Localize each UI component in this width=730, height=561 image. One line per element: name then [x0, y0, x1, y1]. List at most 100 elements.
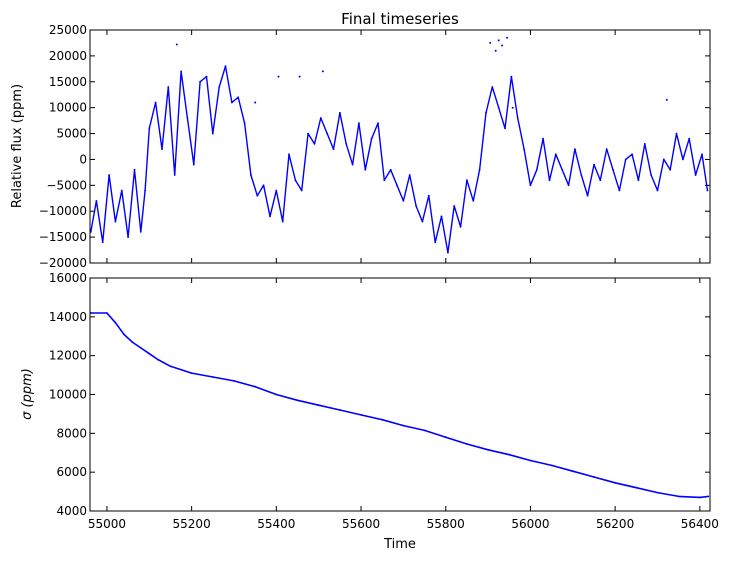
data-point — [169, 365, 172, 368]
data-point — [444, 436, 447, 439]
x-tick-label: 56200 — [596, 517, 634, 531]
x-tick-label: 56000 — [511, 517, 549, 531]
data-point — [218, 86, 221, 88]
data-point — [706, 189, 709, 192]
flux-plot-frame — [89, 29, 711, 264]
data-point — [447, 251, 449, 254]
data-point — [485, 111, 487, 114]
data-point — [108, 174, 110, 176]
y-tick-label: 16000 — [49, 271, 87, 285]
y-tick-label: 15000 — [49, 75, 87, 89]
data-point — [139, 347, 142, 349]
data-point — [662, 158, 665, 161]
data-point — [466, 179, 468, 182]
data-point — [254, 385, 257, 388]
data-point — [491, 86, 494, 88]
data-point — [618, 189, 621, 192]
data-point — [434, 241, 437, 244]
data-point — [440, 215, 443, 218]
data-point — [529, 459, 532, 462]
data-point — [250, 174, 252, 176]
data-point — [542, 137, 544, 140]
sigma-y-ticks: 4000 6000 8000 10000 12000 14000 16000 — [49, 271, 710, 518]
y-tick-label: 25000 — [49, 23, 87, 37]
x-tick-label: 55800 — [427, 517, 465, 531]
y-tick-label: 0 — [79, 152, 87, 166]
data-point — [95, 200, 98, 202]
data-point — [154, 101, 157, 104]
data-point — [161, 148, 163, 151]
data-point — [211, 132, 214, 135]
data-point — [307, 132, 309, 135]
data-point — [669, 168, 672, 171]
data-point — [281, 220, 284, 223]
flux-data-layer — [89, 36, 709, 254]
data-point — [580, 174, 583, 176]
data-point — [148, 127, 151, 130]
data-point — [586, 194, 589, 197]
outlier-point — [175, 43, 178, 46]
flux-panel: Final timeseries −20000 −15000 −10000 −5000… — [10, 10, 711, 270]
data-point — [144, 189, 147, 192]
data-point — [707, 495, 710, 498]
data-point — [114, 220, 117, 223]
flux-y-axis-label: Relative flux (ppm) — [10, 84, 25, 208]
data-point — [487, 448, 489, 451]
data-point — [339, 409, 341, 411]
data-point — [243, 122, 246, 125]
data-point — [294, 179, 297, 182]
data-point — [656, 491, 659, 494]
data-point — [561, 168, 564, 171]
outlier-point — [321, 70, 324, 73]
data-point — [262, 184, 265, 187]
data-point — [360, 414, 362, 416]
data-point — [383, 179, 386, 182]
data-point — [656, 189, 659, 192]
data-point — [466, 443, 468, 445]
y-tick-label: −10000 — [39, 204, 87, 218]
data-point — [180, 70, 183, 73]
data-point — [148, 352, 151, 355]
data-point — [472, 200, 475, 202]
data-point — [605, 148, 608, 151]
data-point — [459, 225, 462, 228]
data-point — [701, 153, 703, 156]
data-point — [339, 111, 341, 114]
data-point — [529, 184, 532, 187]
data-point — [423, 429, 426, 432]
y-tick-label: 5000 — [56, 127, 87, 141]
data-point — [421, 220, 424, 223]
data-point — [313, 143, 316, 145]
data-point — [233, 380, 235, 382]
data-point — [612, 168, 614, 171]
y-tick-label: 10000 — [49, 101, 87, 115]
data-point — [296, 399, 299, 402]
data-point — [326, 132, 329, 135]
data-point — [300, 189, 303, 192]
data-point — [635, 486, 638, 489]
data-point — [516, 117, 519, 119]
data-point — [548, 179, 551, 182]
x-tick-label: 55600 — [342, 517, 380, 531]
data-point — [205, 75, 208, 78]
data-point — [114, 321, 117, 324]
data-point — [192, 163, 195, 166]
data-point — [567, 184, 570, 187]
data-point — [275, 189, 278, 192]
data-point — [497, 106, 500, 109]
data-point — [156, 358, 159, 361]
data-point — [427, 194, 430, 197]
data-point — [408, 174, 411, 176]
y-tick-label: 6000 — [56, 465, 87, 479]
data-point — [453, 205, 456, 207]
outlier-point — [506, 36, 509, 39]
y-tick-label: 8000 — [56, 426, 87, 440]
data-point — [199, 80, 202, 83]
outlier-point — [494, 49, 497, 52]
data-point — [535, 168, 538, 171]
data-point — [351, 163, 354, 166]
flux-x-ticks — [106, 30, 701, 263]
data-point — [167, 86, 170, 88]
data-point — [370, 137, 373, 140]
